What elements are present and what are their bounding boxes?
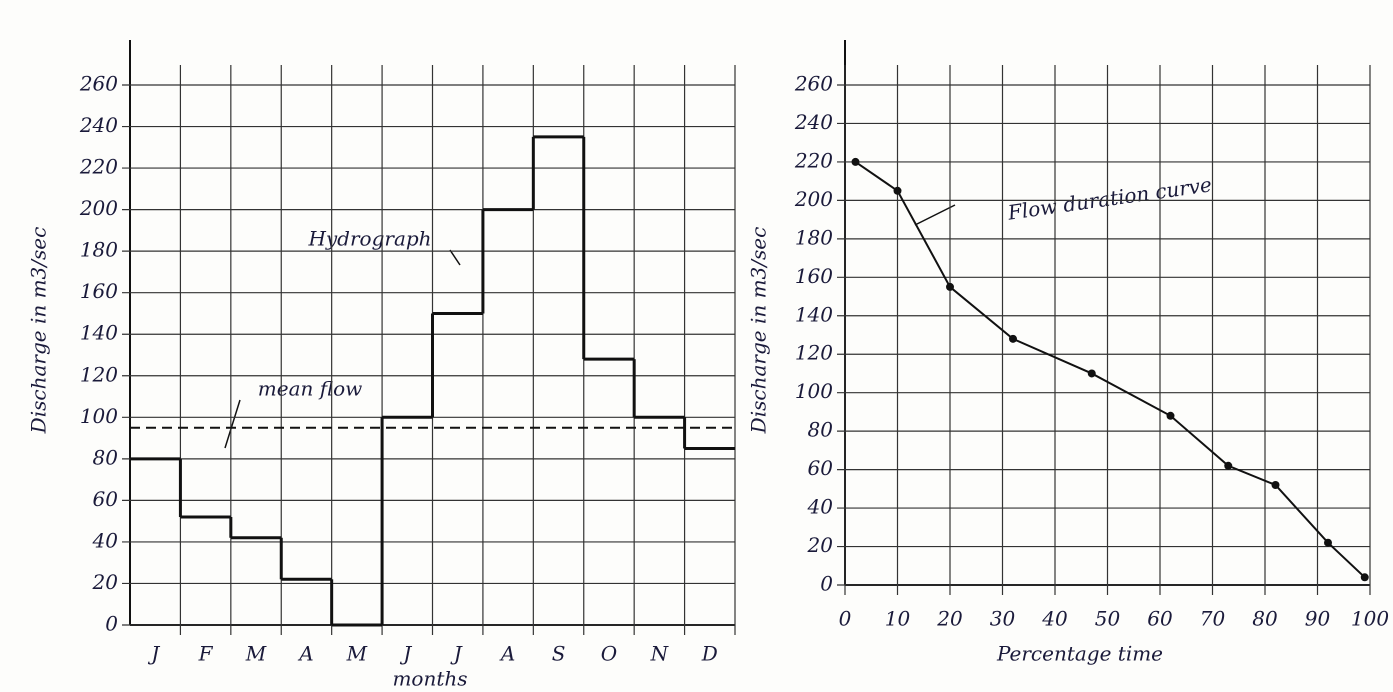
y-tick-label: 40 — [92, 528, 119, 552]
x-tick-label: J — [450, 642, 463, 666]
annotation-arrow — [225, 400, 240, 448]
y-tick-label: 200 — [794, 187, 833, 211]
x-tick-label: 20 — [936, 607, 963, 631]
x-tick-label: 10 — [885, 607, 911, 631]
x-axis-label: Percentage time — [996, 642, 1163, 666]
y-tick-label: 160 — [80, 279, 118, 303]
y-tick-label: 220 — [79, 155, 118, 179]
y-tick-label: 80 — [93, 445, 119, 469]
y-tick-label: 80 — [808, 418, 834, 442]
page: Discharge in m3/sec months Discharge in … — [0, 0, 1393, 692]
chart-title: Flow duration curve — [1005, 172, 1213, 224]
y-tick-label: 220 — [794, 148, 833, 172]
data-point — [852, 158, 860, 166]
x-tick-label: 50 — [1095, 607, 1121, 631]
x-tick-label: M — [245, 642, 267, 666]
annotation: mean flow — [258, 377, 362, 401]
x-tick-label: O — [601, 642, 617, 666]
y-tick-label: 200 — [79, 196, 118, 220]
x-tick-label: 90 — [1305, 607, 1331, 631]
x-axis-label: months — [392, 667, 467, 691]
y-tick-label: 20 — [92, 570, 119, 594]
x-tick-label: M — [346, 642, 368, 666]
y-axis-label: Discharge in m3/sec — [747, 227, 771, 435]
y-tick-label: 20 — [807, 533, 834, 557]
y-tick-label: 100 — [795, 379, 833, 403]
x-tick-label: 70 — [1200, 607, 1226, 631]
data-point — [1272, 481, 1280, 489]
data-point — [1361, 573, 1369, 581]
y-tick-label: 260 — [79, 72, 118, 96]
y-tick-label: 180 — [80, 238, 118, 262]
data-point — [894, 187, 902, 195]
x-tick-label: 60 — [1147, 607, 1173, 631]
data-point — [1224, 462, 1232, 470]
y-tick-label: 60 — [93, 487, 119, 511]
y-tick-label: 160 — [795, 264, 833, 288]
annotation-arrow — [450, 250, 460, 265]
annotation-arrow — [915, 205, 955, 225]
y-tick-label: 0 — [105, 612, 118, 636]
x-tick-label: D — [701, 642, 718, 666]
x-tick-label: S — [552, 642, 566, 666]
annotation: Hydrograph — [307, 227, 431, 251]
y-tick-label: 140 — [80, 321, 118, 345]
y-tick-label: 120 — [80, 362, 118, 386]
y-tick-label: 140 — [795, 302, 833, 326]
y-tick-label: 180 — [795, 225, 833, 249]
y-tick-label: 40 — [807, 495, 834, 519]
data-point — [1088, 369, 1096, 377]
data-point — [1167, 412, 1175, 420]
y-tick-label: 240 — [794, 110, 833, 134]
y-tick-label: 60 — [808, 456, 834, 480]
y-tick-label: 260 — [794, 72, 833, 96]
x-tick-label: 0 — [839, 607, 852, 631]
x-tick-label: 30 — [990, 607, 1016, 631]
x-tick-label: 80 — [1252, 607, 1278, 631]
flow-duration-curve — [856, 162, 1365, 577]
y-tick-label: 0 — [820, 572, 833, 596]
x-tick-label: N — [650, 642, 670, 666]
y-tick-label: 120 — [795, 341, 833, 365]
x-tick-label: J — [147, 642, 160, 666]
x-tick-label: A — [499, 642, 515, 666]
x-tick-label: J — [399, 642, 412, 666]
y-tick-label: 100 — [80, 404, 118, 428]
x-tick-label: A — [297, 642, 313, 666]
data-point — [1009, 335, 1017, 343]
data-point — [946, 283, 954, 291]
x-tick-label: 100 — [1351, 607, 1389, 631]
data-point — [1324, 539, 1332, 547]
x-tick-label: F — [198, 642, 214, 666]
x-tick-label: 40 — [1041, 607, 1068, 631]
y-axis-label: Discharge in m3/sec — [27, 227, 51, 435]
y-tick-label: 240 — [79, 113, 118, 137]
